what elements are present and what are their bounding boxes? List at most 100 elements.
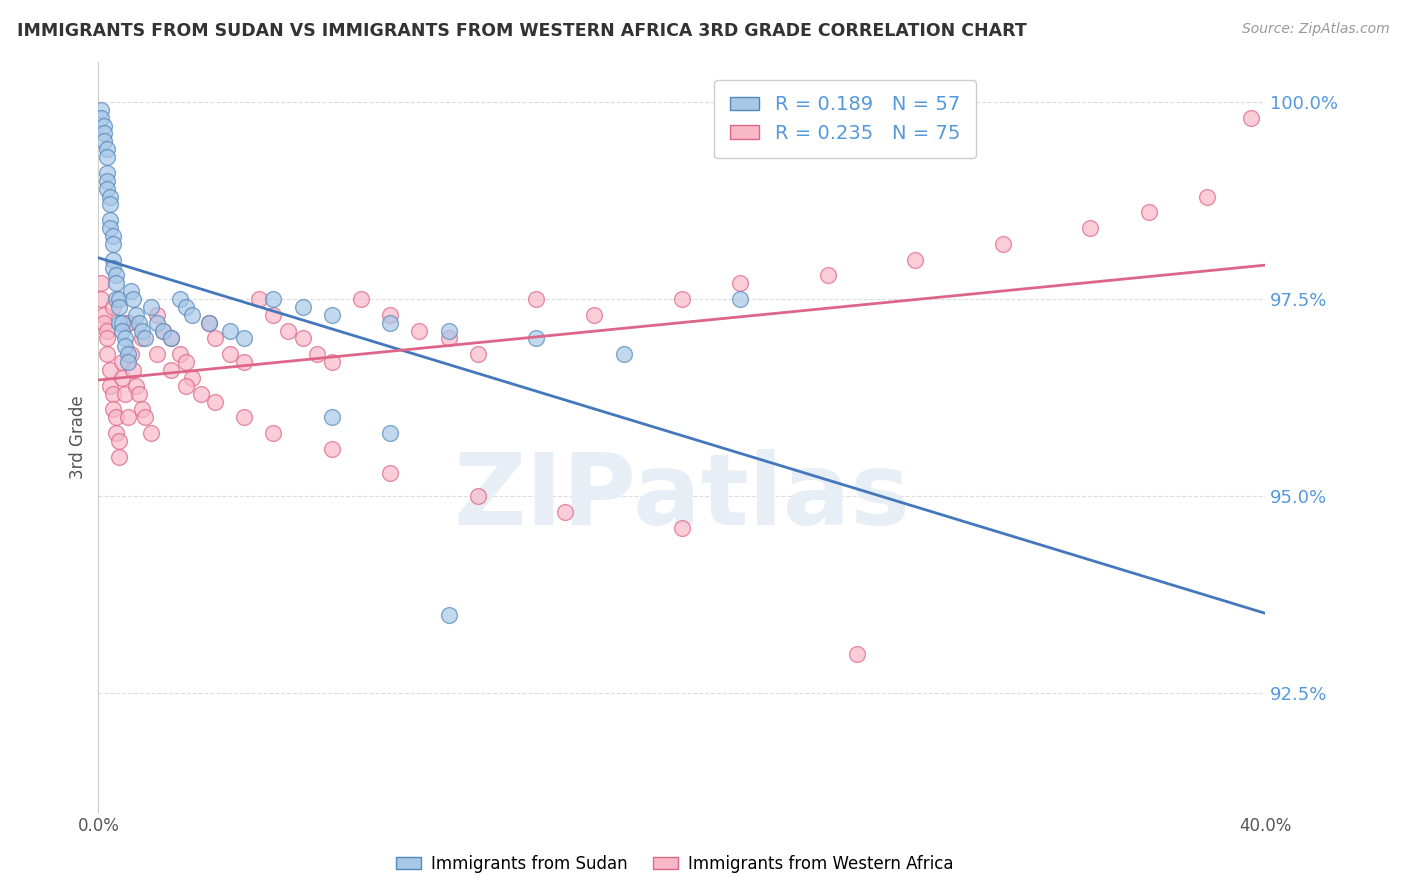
Point — [104, 292, 127, 306]
Point — [233, 331, 256, 345]
Point — [612, 347, 634, 361]
Point — [247, 292, 270, 306]
Text: ZIPatlas: ZIPatlas — [454, 449, 910, 546]
Point — [991, 236, 1014, 251]
Point — [96, 324, 118, 338]
Point — [408, 324, 430, 338]
Point — [98, 197, 121, 211]
Point — [169, 292, 191, 306]
Point — [1195, 189, 1218, 203]
Point — [104, 277, 127, 291]
Point — [307, 347, 329, 361]
Y-axis label: 3rd Grade: 3rd Grade — [69, 395, 87, 479]
Point — [262, 292, 284, 306]
Point — [180, 371, 202, 385]
Point — [204, 331, 226, 345]
Point — [117, 355, 139, 369]
Point — [111, 324, 134, 338]
Point — [218, 324, 240, 338]
Point — [96, 166, 118, 180]
Point — [96, 142, 118, 156]
Point — [122, 363, 145, 377]
Point — [321, 355, 343, 369]
Point — [174, 355, 197, 369]
Point — [160, 331, 183, 345]
Point — [117, 347, 139, 361]
Point — [101, 386, 124, 401]
Point — [467, 489, 489, 503]
Point — [198, 316, 221, 330]
Point — [125, 379, 148, 393]
Point — [1080, 221, 1102, 235]
Point — [152, 324, 174, 338]
Point — [104, 426, 127, 441]
Point — [120, 347, 142, 361]
Point — [108, 292, 131, 306]
Point — [204, 394, 226, 409]
Point — [233, 355, 256, 369]
Point — [467, 347, 489, 361]
Point — [98, 189, 121, 203]
Point — [262, 426, 284, 441]
Point — [111, 371, 134, 385]
Point — [96, 174, 118, 188]
Point — [108, 434, 131, 448]
Point — [101, 260, 124, 275]
Point — [96, 181, 118, 195]
Point — [1240, 111, 1263, 125]
Point — [524, 292, 547, 306]
Point — [380, 316, 402, 330]
Point — [101, 252, 124, 267]
Point — [291, 331, 314, 345]
Point — [169, 347, 191, 361]
Point — [817, 268, 839, 283]
Point — [180, 308, 202, 322]
Point — [125, 308, 148, 322]
Point — [134, 331, 156, 345]
Point — [730, 292, 752, 306]
Point — [671, 292, 693, 306]
Point — [128, 386, 150, 401]
Point — [139, 300, 162, 314]
Point — [128, 316, 150, 330]
Point — [131, 331, 153, 345]
Point — [90, 111, 112, 125]
Point — [233, 410, 256, 425]
Point — [93, 127, 115, 141]
Point — [104, 268, 127, 283]
Text: IMMIGRANTS FROM SUDAN VS IMMIGRANTS FROM WESTERN AFRICA 3RD GRADE CORRELATION CH: IMMIGRANTS FROM SUDAN VS IMMIGRANTS FROM… — [17, 22, 1026, 40]
Point — [134, 410, 156, 425]
Point — [174, 300, 197, 314]
Point — [291, 300, 314, 314]
Point — [93, 134, 115, 148]
Point — [321, 442, 343, 456]
Point — [846, 647, 869, 661]
Point — [380, 466, 402, 480]
Point — [98, 213, 121, 227]
Point — [554, 505, 576, 519]
Legend: Immigrants from Sudan, Immigrants from Western Africa: Immigrants from Sudan, Immigrants from W… — [389, 848, 960, 880]
Point — [583, 308, 606, 322]
Point — [218, 347, 240, 361]
Point — [90, 277, 112, 291]
Point — [114, 331, 136, 345]
Point — [120, 284, 142, 298]
Point — [98, 221, 121, 235]
Legend: R = 0.189   N = 57, R = 0.235   N = 75: R = 0.189 N = 57, R = 0.235 N = 75 — [714, 79, 976, 159]
Point — [90, 292, 112, 306]
Point — [122, 292, 145, 306]
Point — [350, 292, 373, 306]
Point — [98, 363, 121, 377]
Point — [111, 355, 134, 369]
Point — [101, 236, 124, 251]
Point — [524, 331, 547, 345]
Point — [117, 316, 139, 330]
Point — [671, 521, 693, 535]
Point — [90, 103, 112, 117]
Point — [437, 607, 460, 622]
Point — [101, 300, 124, 314]
Point — [98, 379, 121, 393]
Point — [146, 316, 169, 330]
Point — [96, 331, 118, 345]
Point — [146, 308, 169, 322]
